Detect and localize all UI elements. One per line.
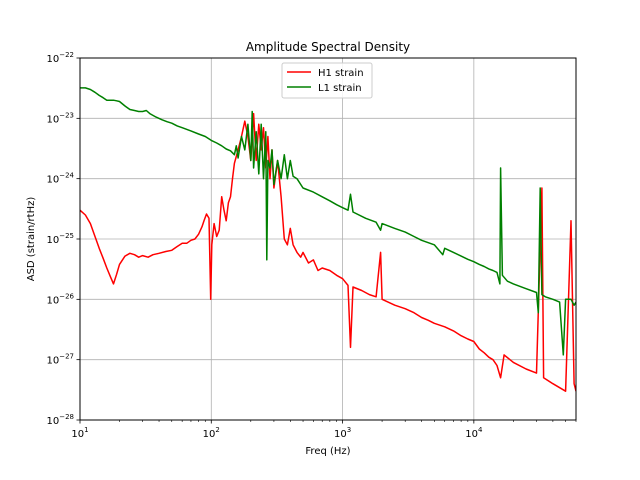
legend: H1 strain L1 strain: [281, 62, 373, 99]
series-line-l1: [80, 87, 576, 356]
y-axis-ticks: 10−28 10−27 10−26 10−25 10−24 10−23 10−22: [46, 51, 80, 427]
series-layer: [80, 87, 576, 392]
y-tick-label: 10−22: [46, 51, 74, 65]
y-tick-label: 10−24: [46, 172, 74, 186]
x-tick-label: 104: [465, 426, 483, 440]
x-axis-ticks: 101 102 103 104: [71, 420, 577, 440]
y-tick-label: 10−26: [46, 292, 74, 306]
y-tick-label: 10−28: [46, 413, 74, 427]
x-tick-label: 101: [71, 426, 88, 440]
y-tick-label: 10−23: [46, 111, 74, 125]
legend-label-l1: L1 strain: [318, 83, 362, 94]
x-tick-label: 103: [334, 426, 351, 440]
legend-label-h1: H1 strain: [318, 68, 364, 79]
x-axis-label: Freq (Hz): [305, 446, 350, 457]
chart-title: Amplitude Spectral Density: [246, 40, 410, 54]
series-line-h1: [80, 112, 576, 392]
y-tick-label: 10−25: [46, 232, 74, 246]
x-tick-label: 102: [203, 426, 220, 440]
y-tick-label: 10−27: [46, 353, 74, 367]
y-axis-label: ASD (strain/rtHz): [26, 197, 37, 282]
